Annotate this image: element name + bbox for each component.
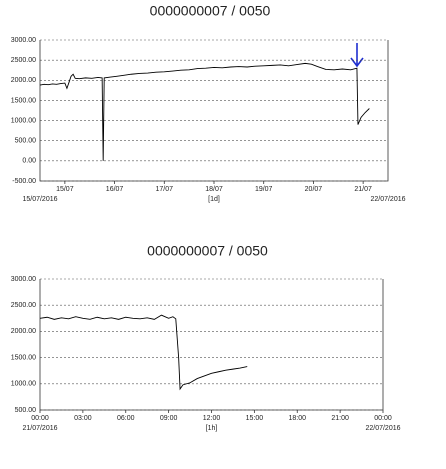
x-tick-label: 12:00 <box>203 415 221 422</box>
x-tick-label: 18:00 <box>288 415 306 422</box>
data-line <box>39 314 248 391</box>
y-tick-label: 2500.00 <box>11 57 36 64</box>
x-tick-label: 16/07 <box>106 186 124 193</box>
x-tick-label: 15/07 <box>56 186 74 193</box>
chart-title: 0000000007 / 0050 <box>150 3 271 19</box>
y-tick-label: 2000.00 <box>11 328 36 335</box>
x-range-end-label: 22/07/2016 <box>370 196 405 203</box>
x-tick-label: 00:00 <box>374 415 392 422</box>
axis-frame <box>39 279 384 411</box>
x-axis-label: [1d] <box>208 196 220 203</box>
y-tick-label: 0.00 <box>22 158 36 165</box>
y-tick-label: 1000.00 <box>11 381 36 388</box>
x-range-start-label: 15/07/2016 <box>22 196 57 203</box>
x-tick-label: 17/07 <box>156 186 174 193</box>
x-tick-label: 03:00 <box>74 415 92 422</box>
axis-frame <box>39 40 389 182</box>
y-tick-label: -500.00 <box>12 178 36 185</box>
y-tick-label: 500.00 <box>15 138 37 145</box>
y-tick-label: 1500.00 <box>11 354 36 361</box>
y-tick-label: 1000.00 <box>11 117 36 124</box>
y-tick-label: 1500.00 <box>11 97 36 104</box>
x-tick-label: 20/07 <box>305 186 323 193</box>
x-tick-label: 18/07 <box>205 186 223 193</box>
x-range-end-label: 22/07/2016 <box>365 425 400 432</box>
y-tick-label: 3000.00 <box>11 37 36 44</box>
x-range-start-label: 21/07/2016 <box>22 425 57 432</box>
x-tick-label: 00:00 <box>31 415 49 422</box>
y-tick-label: 3000.00 <box>11 276 36 283</box>
x-tick-label: 19/07 <box>255 186 273 193</box>
x-tick-label: 21:00 <box>331 415 349 422</box>
x-tick-label: 06:00 <box>117 415 135 422</box>
y-tick-label: 2000.00 <box>11 77 36 84</box>
chart-title: 0000000007 / 0050 <box>147 243 268 259</box>
arrow-annotation <box>350 43 364 68</box>
x-tick-label: 09:00 <box>160 415 178 422</box>
y-tick-label: 2500.00 <box>11 302 36 309</box>
x-axis-label: [1h] <box>206 425 218 432</box>
data-line <box>39 62 370 161</box>
x-tick-label: 21/07 <box>354 186 372 193</box>
y-tick-label: 500.00 <box>15 407 37 414</box>
x-tick-label: 15:00 <box>246 415 264 422</box>
